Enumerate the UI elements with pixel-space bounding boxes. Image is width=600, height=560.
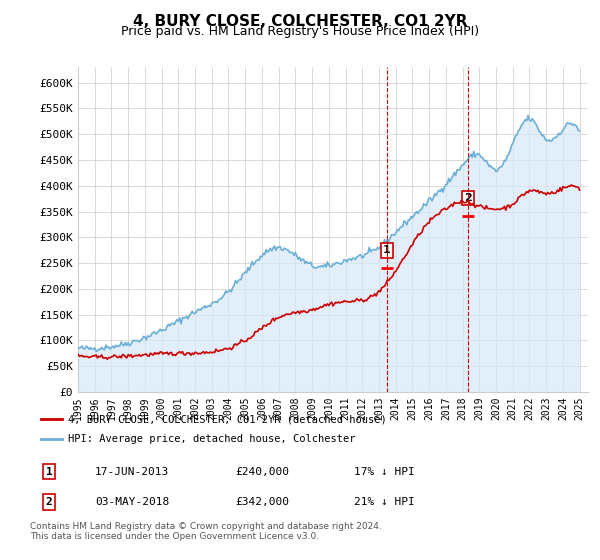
Text: 2: 2 xyxy=(46,497,52,507)
Text: 03-MAY-2018: 03-MAY-2018 xyxy=(95,497,169,507)
Text: £342,000: £342,000 xyxy=(235,497,289,507)
Text: 4, BURY CLOSE, COLCHESTER, CO1 2YR (detached house): 4, BURY CLOSE, COLCHESTER, CO1 2YR (deta… xyxy=(68,414,386,424)
Text: 2: 2 xyxy=(464,193,472,203)
Text: 1: 1 xyxy=(46,466,52,477)
Text: Price paid vs. HM Land Registry's House Price Index (HPI): Price paid vs. HM Land Registry's House … xyxy=(121,25,479,38)
Text: 17-JUN-2013: 17-JUN-2013 xyxy=(95,466,169,477)
Text: HPI: Average price, detached house, Colchester: HPI: Average price, detached house, Colc… xyxy=(68,434,355,444)
Text: 21% ↓ HPI: 21% ↓ HPI xyxy=(354,497,415,507)
Text: 4, BURY CLOSE, COLCHESTER, CO1 2YR: 4, BURY CLOSE, COLCHESTER, CO1 2YR xyxy=(133,14,467,29)
Text: 1: 1 xyxy=(383,245,391,255)
Text: 17% ↓ HPI: 17% ↓ HPI xyxy=(354,466,415,477)
Text: £240,000: £240,000 xyxy=(235,466,289,477)
Text: Contains HM Land Registry data © Crown copyright and database right 2024.
This d: Contains HM Land Registry data © Crown c… xyxy=(30,522,382,542)
